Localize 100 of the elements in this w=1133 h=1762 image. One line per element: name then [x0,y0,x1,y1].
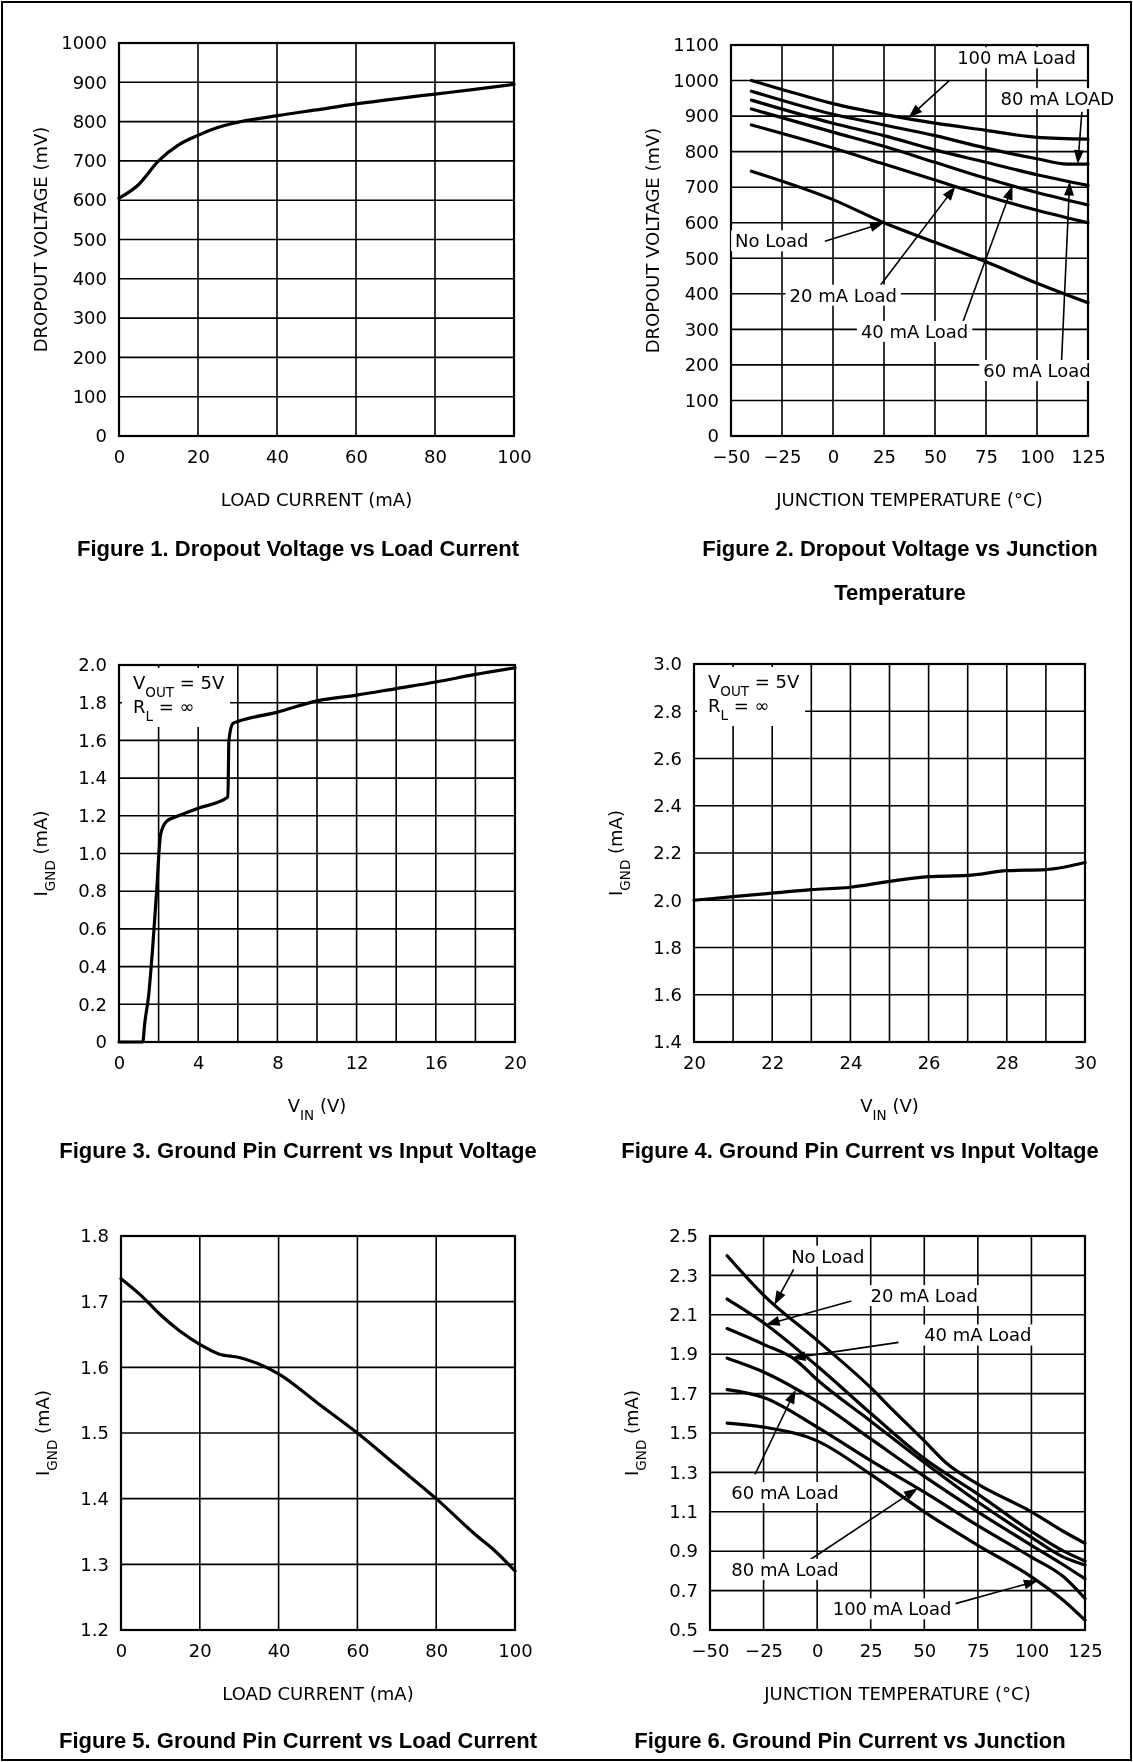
text: Figure 1. Dropout Voltage vs Load Current [76,536,520,561]
text: Figure 6. Ground Pin Current vs Junction [634,1728,1066,1753]
y-tick-label: 0.4 [78,955,107,977]
x-tick-label: 25 [859,1639,883,1661]
x-axis-title: V$_{IN}$ (V) [860,1095,919,1123]
annotation: 20 mA Load [870,1285,978,1307]
text: Figure 2. Dropout Voltage vs Junction Temperature [702,536,1098,605]
x-axis-title: JUNCTION TEMPERATURE (°C) [763,1683,1031,1704]
x-tick-label: 12 [345,1051,369,1073]
x-tick-label: 20 [683,1051,706,1073]
y-tick-label: 400 [684,283,719,305]
x-tick-label: 0 [113,445,126,467]
annotation: 40 mA Load [924,1324,1032,1346]
x-tick-label: 24 [839,1051,863,1073]
y-tick-label: 1.4 [653,1031,682,1053]
x-tick-label: 20 [188,1639,212,1661]
y-tick-label: 1.6 [78,729,107,751]
y-tick-label: 2.0 [653,889,682,911]
y-tick-label: 100 [72,385,107,407]
y-tick-label: 1.8 [653,936,682,958]
x-tick-label: 50 [924,445,947,467]
y-tick-label: 0.8 [78,880,107,902]
y-tick-label: 1.3 [669,1461,698,1483]
y-tick-label: 2.6 [653,747,682,769]
y-tick-label: 600 [684,211,719,233]
y-tick-label: 2.5 [669,1225,698,1247]
y-tick-label: 0.6 [78,918,107,940]
annotation: 100 mA Load [832,1598,952,1620]
y-tick-label: 0.7 [669,1579,698,1601]
y-tick-label: 1.5 [80,1422,109,1444]
y-tick-label: 2.4 [653,795,682,817]
text: Figure 4. Ground Pin Current vs Input Voltage [621,1138,1099,1163]
x-tick-label: 125 [1068,1639,1103,1661]
annotation: 80 mA LOAD [1000,88,1115,110]
annotation: No Load [791,1245,865,1267]
x-tick-label: 100 [497,445,532,467]
x-tick-label: 28 [995,1051,1019,1073]
y-tick-label: 400 [72,268,107,290]
y-tick-label: 1.9 [669,1343,698,1365]
text: Figure 3. Ground Pin Current vs Input Voltage [59,1138,537,1163]
y-tick-label: 700 [684,176,719,198]
x-tick-label: 60 [346,1639,370,1661]
y-tick-label: 500 [72,228,107,250]
y-tick-label: 1.6 [653,984,682,1006]
x-tick-label: 20 [187,445,210,467]
y-tick-label: 1000 [673,69,719,91]
y-tick-label: 200 [684,354,719,376]
y-tick-label: 800 [684,140,719,162]
y-tick-label: 1.6 [80,1356,109,1378]
y-tick-label: 1100 [673,34,719,56]
x-tick-label: 40 [266,445,289,467]
y-tick-label: 800 [72,110,107,132]
y-tick-label: 0.9 [669,1540,698,1562]
y-tick-label: 200 [72,346,107,368]
y-tick-label: 0 [95,425,107,447]
y-axis-title: DROPOUT VOLTAGE (mV) [30,126,51,353]
x-tick-label: 20 [504,1051,527,1073]
y-tick-label: 1.7 [669,1382,698,1404]
x-axis-title: LOAD CURRENT (mA) [220,489,413,510]
x-tick-label: 0 [113,1051,126,1073]
x-tick-label: 0 [827,445,840,467]
y-tick-label: 1.2 [78,805,107,827]
x-tick-label: 0 [811,1639,824,1661]
y-tick-label: 2.0 [78,654,107,676]
y-tick-label: 0.5 [669,1619,698,1641]
x-axis-title: V$_{IN}$ (V) [287,1095,347,1123]
x-tick-label: 30 [1074,1051,1097,1073]
x-tick-label: 75 [966,1639,990,1661]
x-tick-label: −25 [745,1639,784,1661]
y-tick-label: 300 [684,318,719,340]
y-tick-label: 1.1 [669,1501,698,1523]
y-tick-label: 600 [72,189,107,211]
y-tick-label: 1.3 [80,1553,109,1575]
y-tick-label: 2.2 [653,842,682,864]
x-tick-label: 26 [917,1051,941,1073]
x-tick-label: 0 [115,1639,128,1661]
annotation: 20 mA Load [789,284,897,306]
x-tick-label: 80 [424,445,447,467]
y-tick-label: 2.1 [669,1304,698,1326]
y-tick-label: 1.4 [78,767,107,789]
y-axis-title: DROPOUT VOLTAGE (mV) [642,127,663,354]
x-tick-label: 22 [761,1051,785,1073]
annotation: 60 mA Load [731,1482,839,1504]
y-tick-label: 900 [684,105,719,127]
annotation: 100 mA Load [957,47,1077,69]
annotation: 40 mA Load [860,320,969,342]
x-tick-label: 8 [272,1051,284,1073]
y-tick-label: 900 [72,71,107,93]
y-tick-label: 500 [684,247,719,269]
y-tick-label: 1.2 [80,1619,109,1641]
y-tick-label: 700 [72,150,107,172]
annotation: 80 mA Load [731,1558,839,1580]
x-tick-label: 75 [975,445,998,467]
y-tick-label: 1.4 [80,1487,109,1509]
y-tick-label: 0 [707,425,719,447]
x-tick-label: 80 [425,1639,449,1661]
x-tick-label: 125 [1071,445,1106,467]
x-axis-title: JUNCTION TEMPERATURE (°C) [775,489,1043,510]
y-tick-label: 100 [684,389,719,411]
x-tick-label: 50 [913,1639,937,1661]
